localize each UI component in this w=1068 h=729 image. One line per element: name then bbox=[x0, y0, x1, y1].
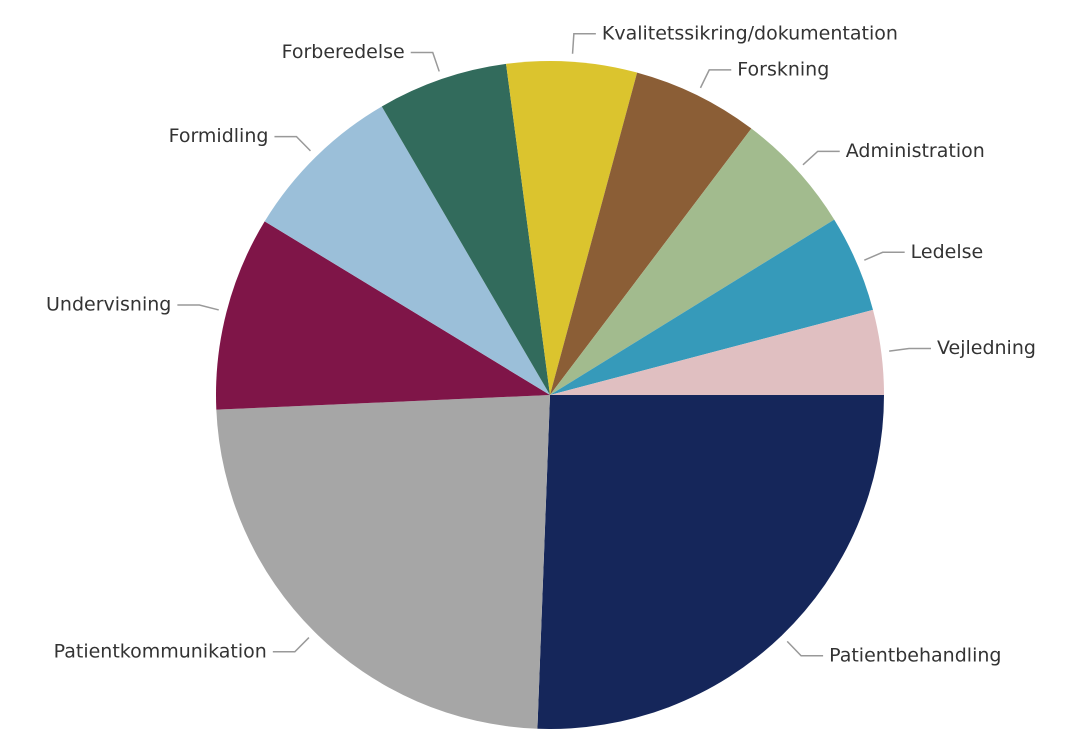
pie-slice bbox=[550, 309, 884, 395]
pie-slice bbox=[537, 395, 884, 729]
pie-slice bbox=[216, 221, 550, 410]
slice-label: Patientkommunikation bbox=[54, 640, 267, 662]
leader-line bbox=[889, 347, 932, 352]
pie-slice bbox=[264, 106, 550, 395]
leader-line bbox=[786, 640, 824, 657]
slice-label: Patientbehandling bbox=[829, 644, 1001, 666]
leader-line bbox=[177, 304, 219, 311]
leader-line bbox=[410, 51, 440, 72]
leader-line bbox=[571, 33, 596, 54]
slice-label: Undervisning bbox=[46, 293, 171, 315]
slice-label: Kvalitetssikring/dokumentation bbox=[602, 22, 898, 44]
leader-line bbox=[802, 150, 840, 166]
slice-label: Formidling bbox=[169, 125, 269, 147]
pie-slice bbox=[550, 128, 835, 395]
leader-line bbox=[272, 637, 310, 653]
pie-slice bbox=[506, 60, 638, 396]
leader-line bbox=[864, 251, 905, 261]
slice-label: Forskning bbox=[737, 58, 829, 80]
pie-slice bbox=[381, 63, 550, 395]
pie-slice bbox=[550, 219, 873, 395]
pie-slice bbox=[550, 72, 752, 395]
leader-line bbox=[274, 135, 311, 152]
slice-label: Administration bbox=[846, 140, 985, 162]
slice-label: Vejledning bbox=[937, 337, 1036, 359]
leader-line bbox=[699, 69, 732, 89]
slice-label: Ledelse bbox=[911, 241, 984, 263]
pie-slice bbox=[216, 395, 550, 729]
slice-label: Forberedelse bbox=[282, 41, 405, 63]
